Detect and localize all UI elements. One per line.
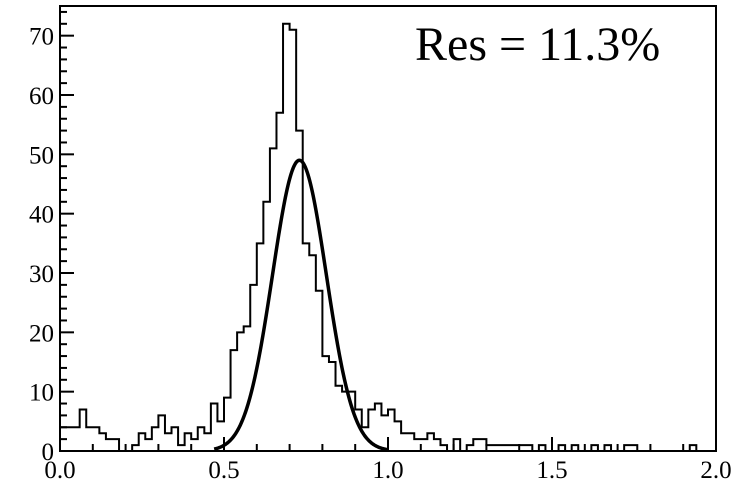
histogram-bin <box>322 356 329 451</box>
histogram-bin <box>106 439 113 451</box>
y-tick-label: 70 <box>29 24 54 51</box>
resolution-annotation: Res = 11.3% <box>415 18 660 71</box>
fit-curve <box>213 158 389 452</box>
y-tick-label: 40 <box>29 202 54 229</box>
y-tick-label: 50 <box>29 142 54 169</box>
x-tick-label: 2.0 <box>700 457 731 484</box>
axes: 0.0 0.5 1.0 1.5 2.0 0 10 20 30 40 50 60 70 <box>29 10 732 484</box>
histogram-bin <box>401 433 408 451</box>
histogram-bin <box>73 427 80 451</box>
plot-border <box>59 5 717 452</box>
y-tick-label: 10 <box>29 380 54 407</box>
y-tick-label: 30 <box>29 261 54 288</box>
x-tick-label: 0.5 <box>208 457 239 484</box>
y-tick-label: 60 <box>29 83 54 110</box>
y-tick-label: 0 <box>42 439 55 466</box>
histogram-bin <box>165 433 172 451</box>
histogram-bars <box>60 22 716 452</box>
histogram-outline <box>60 22 716 452</box>
x-tick-label: 1.0 <box>372 457 403 484</box>
histogram-bin <box>67 427 74 451</box>
histogram-bin <box>145 439 152 451</box>
x-tick-label: 1.5 <box>536 457 567 484</box>
x-tick-label: 0.0 <box>44 457 75 484</box>
histogram-bin <box>303 243 310 451</box>
plot-frame <box>59 5 717 452</box>
histogram-bin <box>342 392 349 451</box>
gaussian-fit <box>213 158 389 452</box>
histogram-bin <box>204 433 211 451</box>
histogram-bin <box>336 386 343 451</box>
y-tick-label: 20 <box>29 320 54 347</box>
histogram-bin <box>276 113 283 451</box>
histogram-bin <box>244 326 251 451</box>
